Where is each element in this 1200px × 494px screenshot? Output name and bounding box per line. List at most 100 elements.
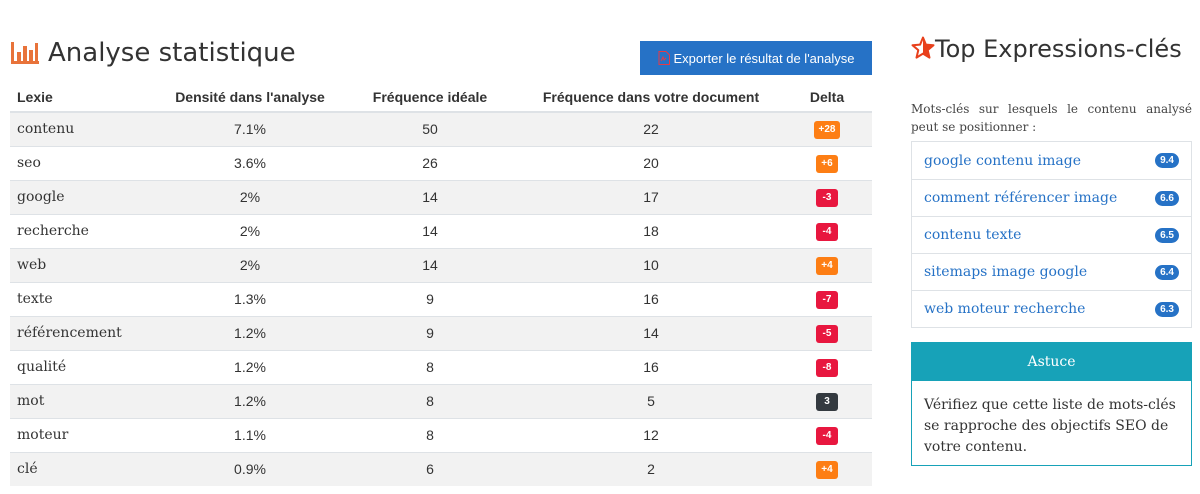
column-header-ideal: Fréquence idéale (340, 82, 520, 113)
cell-doc: 20 (520, 145, 782, 180)
table-row: seo 3.6% 26 20 +6 (10, 145, 872, 180)
cell-lexie: clé (10, 451, 160, 486)
stats-table-body: contenu 7.1% 50 22 +28 seo 3.6% 26 20 +6 google 2% 1… (10, 111, 872, 486)
cell-delta: -5 (782, 315, 872, 350)
delta-badge: -7 (816, 290, 838, 309)
analysis-panel: Analyse statistique Exporter le résultat… (10, 0, 872, 486)
cell-lexie: google (10, 179, 160, 214)
table-row: texte 1.3% 9 16 -7 (10, 281, 872, 316)
keyword-link[interactable]: google contenu image (924, 152, 1082, 169)
export-button[interactable]: Exporter le résultat de l'analyse (640, 41, 872, 75)
cell-doc: 2 (520, 451, 782, 486)
keyword-score-badge: 6.5 (1155, 227, 1179, 243)
side-title: Top Expressions-clés (911, 35, 1192, 64)
keyword-item: web moteur recherche 6.3 (912, 290, 1191, 327)
cell-lexie: mot (10, 383, 160, 418)
keyword-item: comment référencer image 6.6 (912, 179, 1191, 216)
column-header-density: Densité dans l'analyse (160, 82, 340, 113)
cell-density: 2% (160, 247, 340, 282)
delta-badge: -4 (816, 222, 838, 241)
page-title: Analyse statistique (10, 38, 296, 68)
cell-ideal: 9 (340, 281, 520, 316)
column-header-delta: Delta (782, 82, 872, 113)
table-row: recherche 2% 14 18 -4 (10, 213, 872, 248)
table-header-row: Lexie Densité dans l'analyse Fréquence i… (10, 82, 872, 113)
table-row: moteur 1.1% 8 12 -4 (10, 417, 872, 452)
cell-density: 1.2% (160, 315, 340, 350)
delta-badge: -5 (816, 324, 838, 343)
cell-lexie: qualité (10, 349, 160, 384)
keyword-item: sitemaps image google 6.4 (912, 253, 1191, 290)
cell-doc: 22 (520, 111, 782, 146)
cell-doc: 16 (520, 281, 782, 316)
delta-badge: -8 (816, 358, 838, 377)
tip-card: Astuce Vérifiez que cette liste de mots-… (911, 342, 1192, 466)
keyword-item: contenu texte 6.5 (912, 216, 1191, 253)
cell-lexie: contenu (10, 111, 160, 146)
keyword-score-badge: 9.4 (1155, 153, 1179, 168)
side-title-text: Top Expressions-clés (935, 35, 1182, 63)
cell-lexie: seo (10, 145, 160, 180)
table-row: référencement 1.2% 9 14 -5 (10, 315, 872, 350)
cell-ideal: 6 (340, 451, 520, 486)
cell-doc: 18 (520, 213, 782, 248)
keyword-link[interactable]: sitemaps image google (924, 264, 1088, 280)
cell-delta: -4 (782, 213, 872, 248)
keyword-link[interactable]: contenu texte (924, 227, 1022, 243)
cell-density: 1.2% (160, 383, 340, 418)
page-title-text: Analyse statistique (48, 38, 296, 68)
delta-badge: -3 (816, 188, 838, 207)
cell-lexie: texte (10, 281, 160, 316)
cell-ideal: 8 (340, 417, 520, 452)
cell-doc: 17 (520, 179, 782, 214)
keyword-list: google contenu image 9.4 comment référence… (911, 141, 1192, 328)
star-icon (911, 36, 935, 59)
cell-delta: -4 (782, 417, 872, 452)
cell-density: 2% (160, 179, 340, 214)
table-row: contenu 7.1% 50 22 +28 (10, 111, 872, 146)
cell-density: 3.6% (160, 145, 340, 180)
cell-ideal: 8 (340, 349, 520, 384)
cell-doc: 14 (520, 315, 782, 350)
cell-delta: +4 (782, 247, 872, 282)
keyword-score-badge: 6.3 (1155, 301, 1179, 317)
side-description: Mots-clés sur lesquels le contenu analys… (911, 102, 1192, 134)
cell-delta: +4 (782, 451, 872, 486)
bar-chart-icon (11, 42, 39, 64)
table-row: web 2% 14 10 +4 (10, 247, 872, 282)
stats-table: Lexie Densité dans l'analyse Fréquence i… (10, 82, 872, 486)
cell-lexie: web (10, 247, 160, 282)
keyword-link[interactable]: comment référencer image (924, 190, 1118, 206)
cell-doc: 10 (520, 247, 782, 282)
table-row: mot 1.2% 8 5 3 (10, 383, 872, 418)
cell-lexie: moteur (10, 417, 160, 452)
delta-badge: +4 (816, 256, 838, 275)
cell-ideal: 9 (340, 315, 520, 350)
cell-delta: 3 (782, 383, 872, 418)
tip-title: Astuce (912, 343, 1191, 381)
cell-density: 1.2% (160, 349, 340, 384)
keyword-link[interactable]: web moteur recherche (924, 301, 1086, 317)
delta-badge: -4 (816, 426, 838, 445)
cell-density: 0.9% (160, 451, 340, 486)
delta-badge: 3 (816, 392, 838, 411)
cell-doc: 5 (520, 383, 782, 418)
delta-badge: +6 (816, 154, 838, 173)
delta-badge: +4 (816, 460, 838, 479)
cell-delta: -3 (782, 179, 872, 214)
keyword-score-badge: 6.4 (1155, 264, 1179, 280)
cell-lexie: référencement (10, 315, 160, 350)
cell-ideal: 14 (340, 179, 520, 214)
table-row: google 2% 14 17 -3 (10, 179, 872, 214)
tip-body: Vérifiez que cette liste de mots-clés se… (924, 397, 1176, 455)
cell-density: 1.3% (160, 281, 340, 316)
title-row: Analyse statistique Exporter le résultat… (10, 0, 872, 82)
delta-badge: +28 (813, 120, 841, 139)
table-row: qualité 1.2% 8 16 -8 (10, 349, 872, 384)
cell-delta: +6 (782, 145, 872, 180)
cell-delta: +28 (782, 111, 872, 146)
keyword-score-badge: 6.6 (1155, 190, 1179, 206)
cell-lexie: recherche (10, 213, 160, 248)
cell-doc: 16 (520, 349, 782, 384)
cell-ideal: 14 (340, 213, 520, 248)
